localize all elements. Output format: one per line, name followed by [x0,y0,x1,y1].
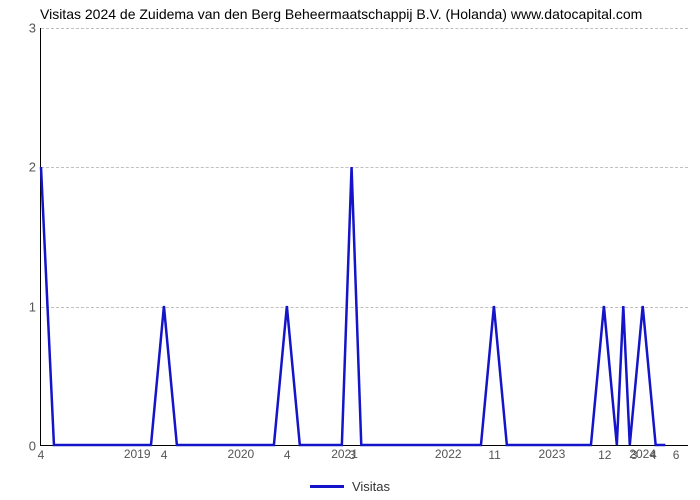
count-labels: 44431112346 [41,28,688,445]
legend-swatch [310,485,344,488]
count-label: 4 [38,448,45,462]
chart-title: Visitas 2024 de Zuidema van den Berg Beh… [40,6,690,22]
ytick-3: 3 [12,21,36,36]
xtick-year: 2024 [629,447,656,461]
xtick-year: 2019 [124,447,151,461]
chart-container: Visitas 2024 de Zuidema van den Berg Beh… [0,0,700,500]
plot-area: 44431112346 [40,28,688,446]
xtick-year: 2023 [539,447,566,461]
ytick-2: 2 [12,160,36,175]
count-label: 11 [488,448,500,462]
legend-label: Visitas [352,479,390,494]
count-label: 6 [673,448,680,462]
xtick-year: 2021 [331,447,358,461]
count-label: 12 [598,448,611,462]
xtick-year: 2022 [435,447,462,461]
xtick-year: 2020 [228,447,255,461]
legend: Visitas [0,478,700,494]
count-label: 4 [161,448,168,462]
ytick-0: 0 [12,439,36,454]
ytick-1: 1 [12,299,36,314]
count-label: 4 [284,448,291,462]
